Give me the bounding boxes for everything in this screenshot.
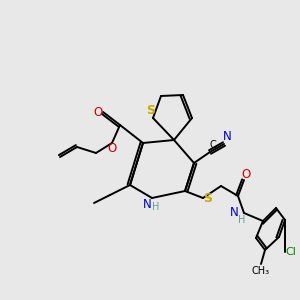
Text: S: S: [146, 103, 155, 116]
Text: N: N: [142, 199, 152, 212]
Text: N: N: [230, 206, 238, 220]
Text: S: S: [203, 191, 212, 205]
Text: O: O: [242, 167, 250, 181]
Text: O: O: [107, 142, 117, 154]
Text: N: N: [223, 130, 231, 143]
Text: C: C: [210, 140, 216, 150]
Text: H: H: [238, 215, 246, 225]
Text: Cl: Cl: [286, 247, 296, 257]
Text: O: O: [93, 106, 103, 118]
Text: H: H: [152, 202, 160, 212]
Text: CH₃: CH₃: [252, 266, 270, 276]
